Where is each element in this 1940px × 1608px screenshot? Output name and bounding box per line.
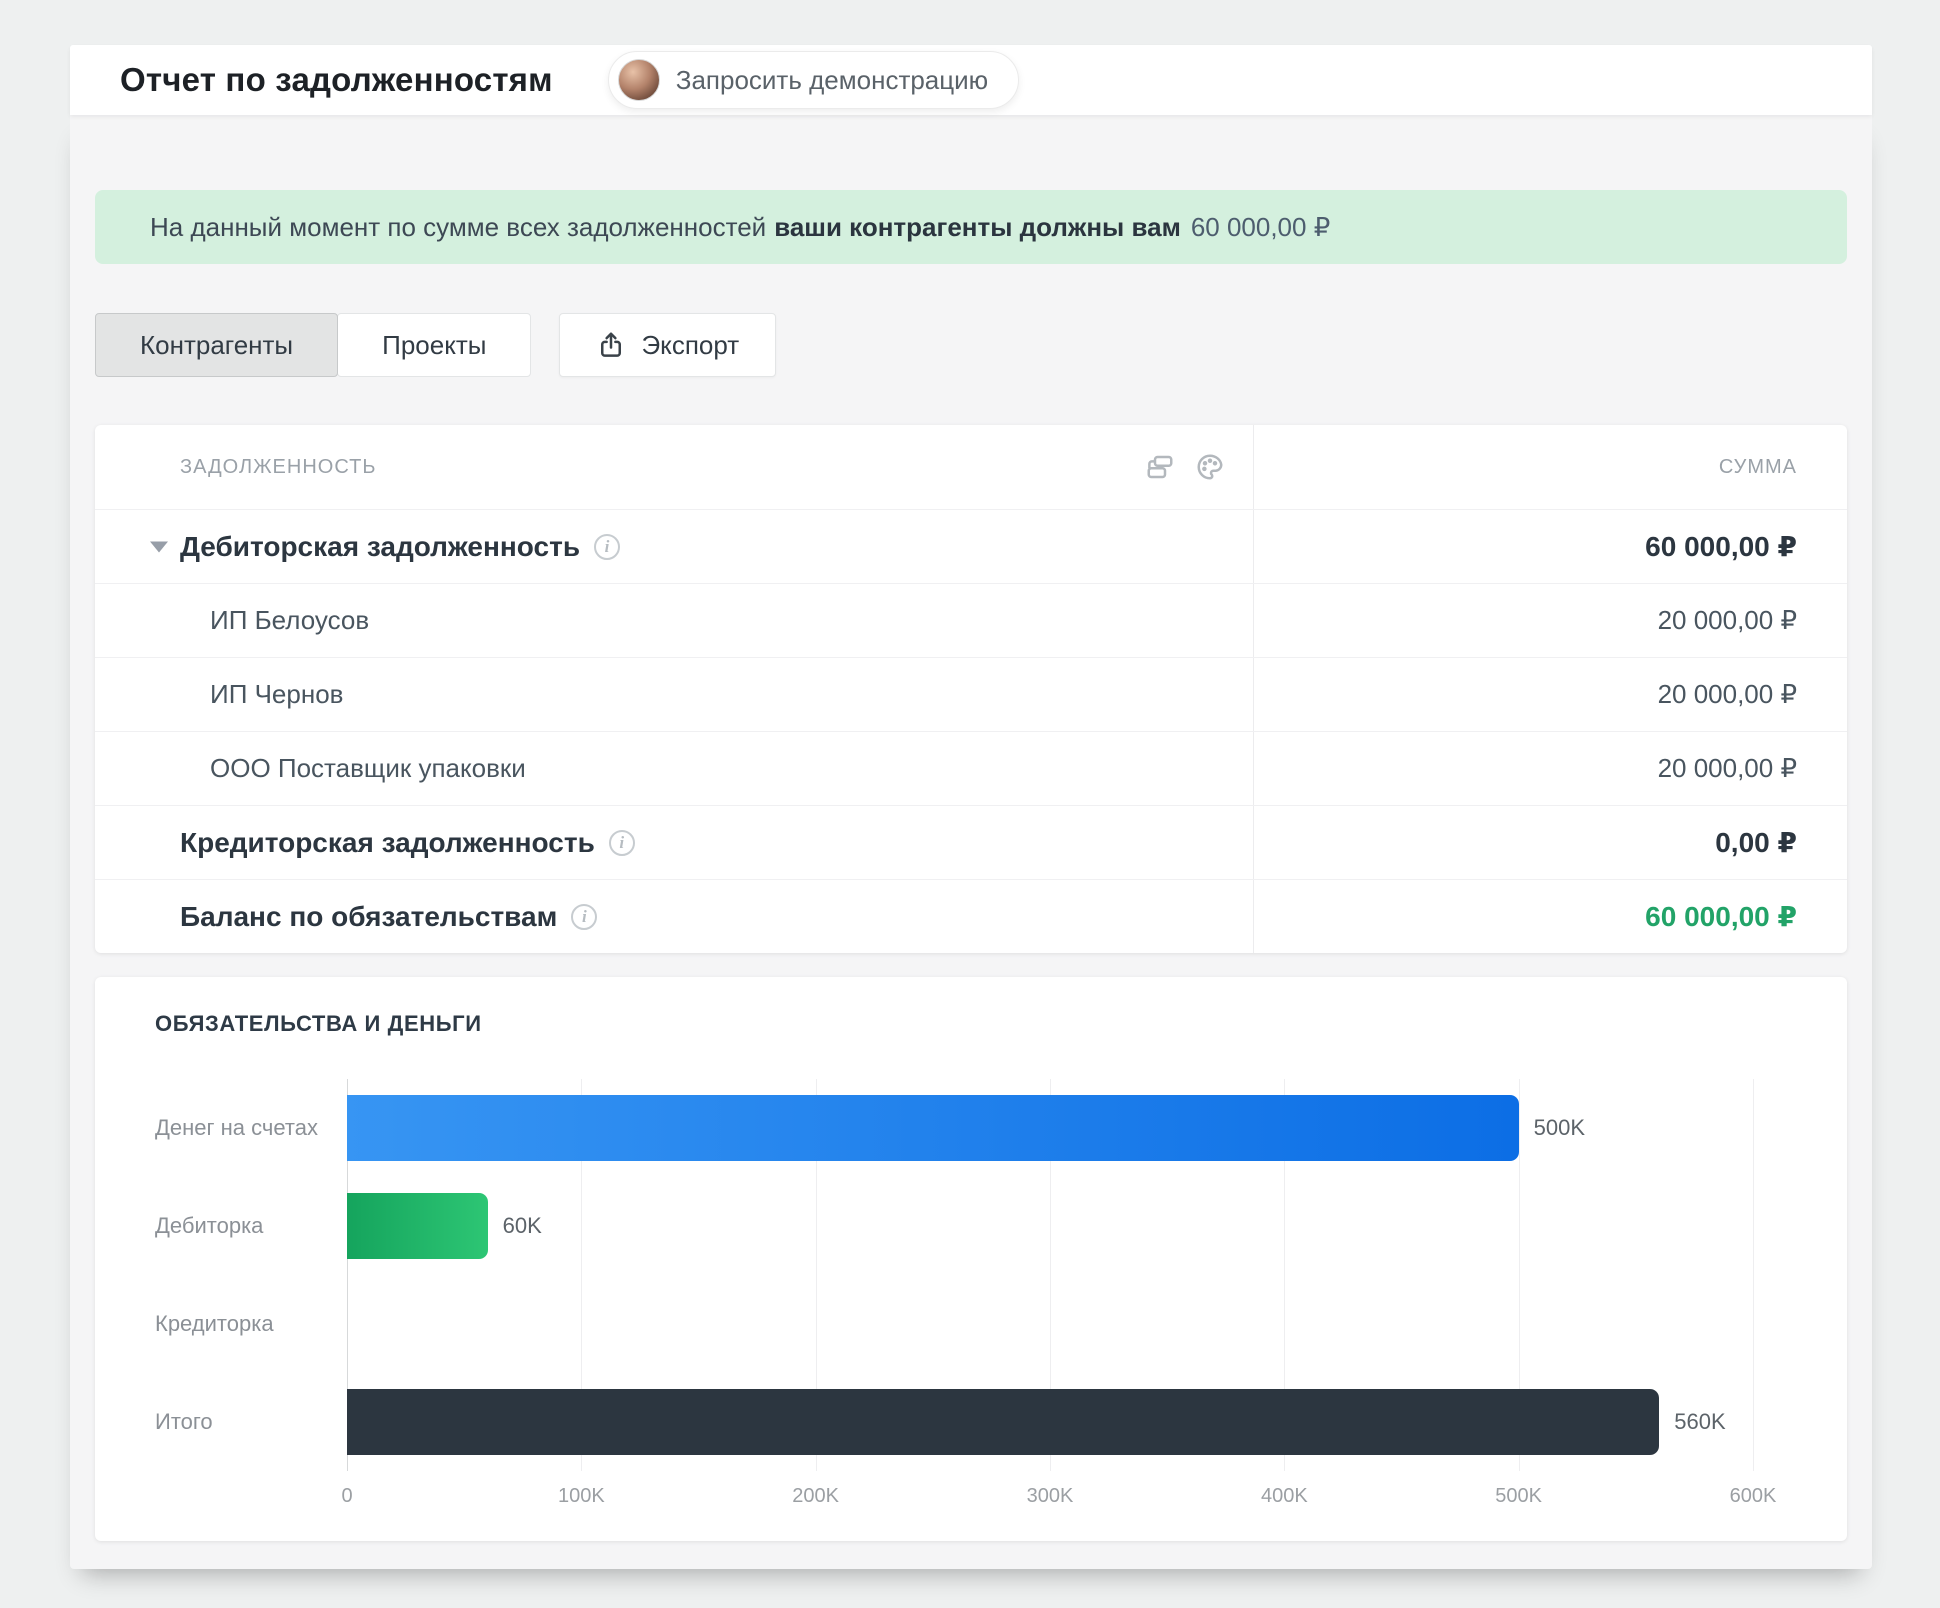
gridline xyxy=(581,1079,583,1471)
category-label: Денег на счетах xyxy=(155,1115,318,1140)
table-row-payables[interactable]: Кредиторская задолженность i 0,00 ₽ xyxy=(95,805,1847,879)
category-label: Кредиторка xyxy=(155,1311,274,1336)
x-tick-label: 600K xyxy=(1729,1485,1777,1507)
table-header-row: ЗАДОЛЖЕННОСТЬ xyxy=(95,425,1847,509)
export-button[interactable]: Экспорт xyxy=(559,313,777,377)
row-label: Баланс по обязательствам xyxy=(180,900,558,932)
gridline xyxy=(815,1079,817,1471)
export-label: Экспорт xyxy=(641,329,740,360)
row-label: Кредиторская задолженность xyxy=(180,826,595,858)
request-demo-label: Запросить демонстрацию xyxy=(675,64,989,95)
table-row-balance[interactable]: Баланс по обязательствам i 60 000,00 ₽ xyxy=(95,879,1847,953)
row-label: ИП Чернов xyxy=(210,679,344,709)
info-icon[interactable]: i xyxy=(608,829,635,856)
bar-value-label: 60K xyxy=(502,1213,542,1238)
bar-value-label: 560K xyxy=(1674,1409,1726,1434)
chart-plot: 500K 60K 560K 0 100K 200K 300K 400K 500K 60 xyxy=(341,1079,1787,1523)
bar-total[interactable] xyxy=(347,1389,1660,1455)
chart-card: ОБЯЗАТЕЛЬСТВА И ДЕНЬГИ Денег на счетах Д… xyxy=(95,977,1847,1541)
bar-row-receivables: 60K xyxy=(347,1177,1787,1275)
category-label: Итого xyxy=(155,1409,213,1434)
row-label: ИП Белоусов xyxy=(210,605,370,635)
info-icon[interactable]: i xyxy=(571,903,598,930)
summary-amount: 60 000,00 ₽ xyxy=(1190,211,1331,242)
gridline xyxy=(1753,1079,1754,1471)
info-icon[interactable]: i xyxy=(594,533,621,560)
row-value: 60 000,00 ₽ xyxy=(1645,531,1797,562)
x-tick-label: 400K xyxy=(1260,1485,1308,1507)
bar-row-money: 500K xyxy=(347,1079,1787,1177)
gridline xyxy=(1050,1079,1051,1471)
tab-projects[interactable]: Проекты xyxy=(337,313,532,377)
tab-counterparties[interactable]: Контрагенты xyxy=(95,313,339,377)
category-label: Дебиторка xyxy=(155,1213,264,1238)
summary-text-bold: ваши контрагенты должны вам xyxy=(774,211,1181,242)
row-value: 0,00 ₽ xyxy=(1715,827,1797,858)
toolbar: Контрагенты Проекты Экспорт xyxy=(95,313,1847,377)
bar-chart: Денег на счетах Дебиторка Кредиторка Ито… xyxy=(155,1079,1787,1523)
avatar xyxy=(617,59,660,101)
row-value: 20 000,00 ₽ xyxy=(1657,753,1797,783)
page-header: Отчет по задолженностям Запросить демонс… xyxy=(70,45,1872,115)
grouping-icon[interactable] xyxy=(1145,452,1175,482)
row-value: 20 000,00 ₽ xyxy=(1657,605,1797,635)
bar-row-payables xyxy=(347,1275,1787,1373)
x-axis: 0 100K 200K 300K 400K 500K 600K xyxy=(341,1471,1787,1523)
chart-category-labels: Денег на счетах Дебиторка Кредиторка Ито… xyxy=(155,1079,347,1523)
page-title: Отчет по задолженностям xyxy=(120,61,553,98)
x-tick-label: 500K xyxy=(1495,1485,1543,1507)
gridline xyxy=(1518,1079,1520,1471)
debt-table: ЗАДОЛЖЕННОСТЬ xyxy=(95,425,1847,953)
row-label: Дебиторская задолженность xyxy=(180,530,581,562)
collapse-arrow-icon[interactable] xyxy=(150,541,168,552)
gridline xyxy=(1284,1079,1286,1471)
x-tick-label: 200K xyxy=(792,1485,840,1507)
table-row-counterparty[interactable]: ИП Чернов 20 000,00 ₽ xyxy=(95,657,1847,731)
bar-row-total: 560K xyxy=(347,1373,1787,1471)
request-demo-button[interactable]: Запросить демонстрацию xyxy=(607,51,1020,109)
column-header-debt: ЗАДОЛЖЕННОСТЬ xyxy=(180,455,377,478)
table-row-receivables[interactable]: Дебиторская задолженность i 60 000,00 ₽ xyxy=(95,509,1847,583)
bar-receivables[interactable] xyxy=(347,1193,488,1259)
y-axis-line xyxy=(347,1079,348,1471)
row-label: ООО Поставщик упаковки xyxy=(210,753,526,783)
table-row-counterparty[interactable]: ИП Белоусов 20 000,00 ₽ xyxy=(95,583,1847,657)
export-icon xyxy=(601,332,622,357)
report-body: На данный момент по сумме всех задолженн… xyxy=(70,115,1872,1569)
palette-icon[interactable] xyxy=(1195,452,1225,482)
x-tick-label: 100K xyxy=(557,1485,605,1507)
summary-text: На данный момент по сумме всех задолженн… xyxy=(150,211,767,242)
bar-money[interactable] xyxy=(347,1095,1519,1161)
summary-banner: На данный момент по сумме всех задолженн… xyxy=(95,190,1847,264)
column-header-sum: СУММА xyxy=(1718,455,1797,478)
chart-title: ОБЯЗАТЕЛЬСТВА И ДЕНЬГИ xyxy=(155,1011,482,1036)
row-value: 20 000,00 ₽ xyxy=(1657,679,1797,709)
x-tick-label: 300K xyxy=(1026,1485,1074,1507)
row-value: 60 000,00 ₽ xyxy=(1645,901,1797,932)
x-tick-label: 0 xyxy=(341,1485,353,1507)
table-row-counterparty[interactable]: ООО Поставщик упаковки 20 000,00 ₽ xyxy=(95,731,1847,805)
bar-value-label: 500K xyxy=(1533,1115,1586,1140)
report-page: Отчет по задолженностям Запросить демонс… xyxy=(70,45,1872,1569)
